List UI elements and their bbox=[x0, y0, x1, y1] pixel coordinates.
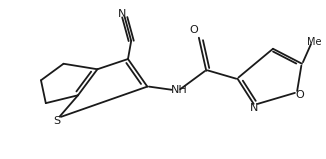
Text: O: O bbox=[189, 25, 198, 35]
Text: O: O bbox=[295, 90, 304, 100]
Text: NH: NH bbox=[170, 85, 187, 95]
Text: N: N bbox=[118, 9, 127, 19]
Text: Me: Me bbox=[307, 38, 322, 47]
Text: S: S bbox=[53, 116, 61, 126]
Text: N: N bbox=[249, 103, 258, 113]
